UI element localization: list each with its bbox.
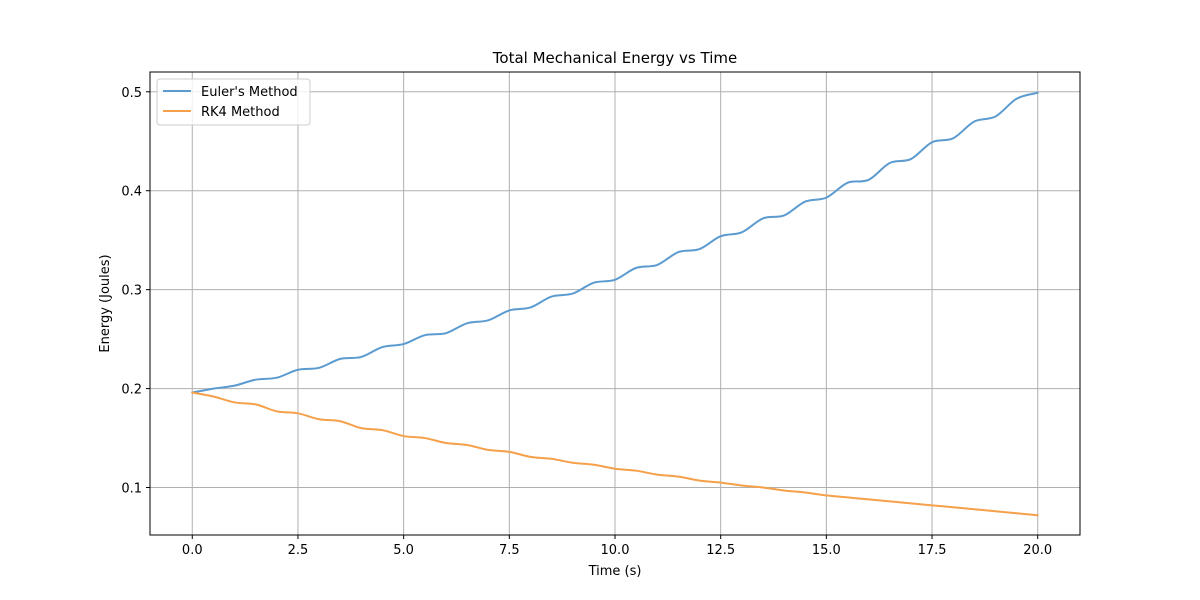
chart-title: Total Mechanical Energy vs Time	[492, 49, 737, 67]
x-tick-label: 12.5	[706, 543, 735, 558]
x-tick-label: 20.0	[1023, 543, 1052, 558]
rk4-series-line	[191, 391, 1039, 517]
y-tick-label: 0.1	[121, 482, 142, 497]
x-tick-label: 15.0	[812, 543, 841, 558]
legend-label-euler: Euler's Method	[201, 85, 298, 100]
x-tick-label: 10.0	[601, 543, 630, 558]
grid	[150, 72, 1080, 535]
y-tick-label: 0.5	[121, 86, 142, 101]
y-tick-label: 0.2	[121, 383, 142, 398]
x-tick-label: 2.5	[288, 543, 309, 558]
y-tick-label: 0.4	[121, 185, 142, 200]
y-tick-label: 0.3	[121, 284, 142, 299]
legend-label-rk4: RK4 Method	[201, 105, 280, 120]
x-tick-label: 17.5	[918, 543, 947, 558]
x-axis-label: Time (s)	[588, 564, 642, 579]
y-axis-label: Energy (Joules)	[98, 254, 113, 352]
x-tick-label: 7.5	[499, 543, 520, 558]
euler-series-line	[191, 91, 1039, 394]
legend-box	[156, 78, 311, 126]
series-lines	[191, 91, 1039, 517]
x-tick-label: 0.0	[182, 543, 203, 558]
legend: Euler's Method RK4 Method	[156, 78, 311, 126]
x-tick-label: 5.0	[393, 543, 414, 558]
axis-ticks: 0.0 2.5 5.0 7.5 10.0 12.5 15.0 17.5 20.0 0.1 0.2 0.…	[121, 86, 1052, 558]
